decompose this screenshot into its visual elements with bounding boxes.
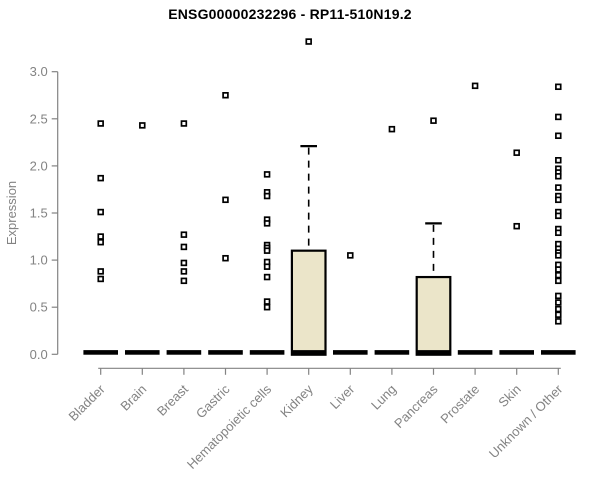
outlier-point	[430, 117, 437, 124]
median-bar	[249, 350, 285, 355]
outlier-point	[222, 254, 229, 262]
outlier-point	[555, 196, 562, 204]
outlier-point	[97, 174, 104, 182]
outlier-point	[97, 268, 104, 275]
median-bar	[457, 350, 493, 355]
median-bar	[374, 350, 410, 355]
outlier-point	[555, 277, 562, 285]
median-bar	[125, 350, 160, 355]
median-bar	[291, 350, 326, 355]
outlier-point	[97, 275, 104, 283]
median-bar	[541, 350, 576, 355]
outlier-point	[97, 120, 104, 127]
x-category-label: Liver	[327, 381, 358, 412]
outlier-point	[555, 229, 562, 237]
outlier-point	[180, 259, 188, 267]
outlier-point	[305, 38, 312, 45]
outlier-point	[555, 305, 562, 313]
chart-title: ENSG00000232296 - RP11-510N19.2	[168, 6, 412, 22]
outlier-point	[555, 83, 562, 91]
x-category-label: Bladder	[66, 381, 109, 424]
y-tick-label: 1.5	[30, 206, 48, 221]
x-category-label: Unknown / Other	[486, 381, 566, 461]
outlier-point	[555, 311, 562, 318]
outlier-point	[180, 268, 188, 275]
x-category-label: Lung	[368, 382, 399, 413]
y-tick-label: 2.0	[30, 158, 48, 173]
outlier-point	[555, 132, 562, 140]
outlier-point	[555, 299, 562, 306]
outlier-point	[513, 222, 520, 230]
outlier-point	[97, 238, 104, 246]
outlier-point	[555, 184, 562, 191]
x-category-label: Kidney	[277, 381, 316, 420]
outlier-point	[471, 82, 479, 90]
outlier-point	[513, 149, 520, 156]
y-tick-label: 0.5	[30, 300, 48, 315]
outlier-point	[222, 196, 229, 204]
x-category-label: Breast	[154, 381, 191, 418]
outlier-point	[180, 231, 188, 238]
y-tick-label: 1.0	[30, 253, 48, 268]
outlier-point	[263, 192, 271, 200]
outlier-point	[263, 298, 271, 305]
median-bar	[499, 350, 534, 355]
x-category-label: Pancreas	[391, 381, 441, 431]
median-bar	[333, 350, 368, 355]
outlier-point	[555, 156, 562, 164]
x-category-label: Skin	[495, 382, 523, 410]
outlier-point	[263, 303, 271, 311]
outlier-point	[97, 208, 104, 216]
x-category-label: Prostate	[437, 382, 482, 427]
outlier-point	[180, 243, 188, 251]
outlier-point	[180, 120, 188, 127]
outlier-point	[263, 247, 271, 254]
outlier-point	[555, 292, 562, 300]
outlier-point	[555, 252, 562, 259]
y-axis-title: Expression	[4, 181, 19, 245]
outlier-point	[263, 171, 271, 178]
outlier-point	[555, 113, 562, 121]
outlier-point	[388, 125, 396, 133]
y-tick-label: 3.0	[30, 64, 48, 79]
outlier-point	[555, 266, 562, 273]
median-bar	[83, 350, 118, 355]
median-bar	[208, 350, 243, 355]
outlier-point	[347, 252, 354, 259]
outlier-point	[180, 277, 188, 285]
median-bar	[166, 350, 202, 355]
x-category-label: Brain	[117, 382, 149, 414]
outlier-point	[222, 91, 229, 99]
outlier-point	[555, 212, 562, 220]
outlier-point	[555, 173, 562, 180]
outlier-point	[97, 233, 104, 240]
y-tick-label: 2.5	[30, 111, 48, 126]
outlier-point	[555, 271, 562, 279]
outlier-point	[263, 220, 271, 227]
outlier-point	[555, 318, 562, 325]
x-category-label: Gastric	[193, 381, 233, 421]
box-kidney	[290, 249, 327, 356]
y-tick-label: 0.0	[30, 347, 48, 362]
median-bar	[416, 350, 451, 355]
outlier-point	[263, 273, 271, 281]
outlier-point	[139, 122, 146, 129]
outlier-point	[263, 263, 271, 270]
box-pancreas	[415, 275, 452, 356]
